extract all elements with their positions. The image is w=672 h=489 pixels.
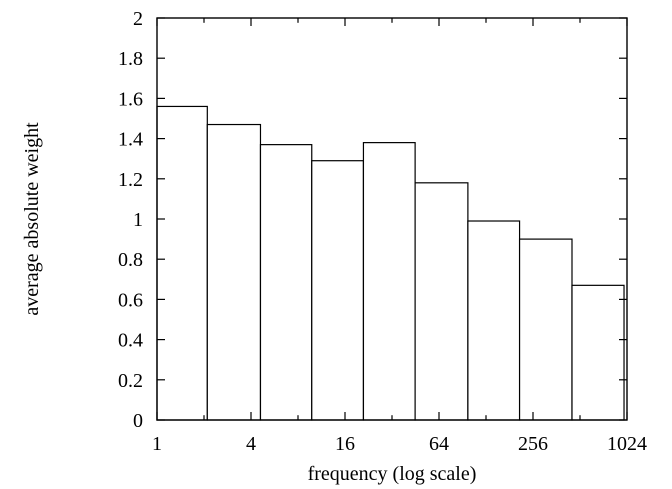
y-tick-label-6: 1.2 [118, 169, 143, 191]
x-tick-label-4: 256 [518, 433, 548, 455]
bar-5 [362, 142, 416, 421]
x-tick-label-2: 16 [335, 433, 355, 455]
bar-9 [571, 284, 625, 421]
bar-4 [311, 160, 365, 421]
x-axis-title: frequency (log scale) [308, 463, 477, 485]
y-tick-label-9: 1.8 [118, 48, 143, 70]
y-axis-title: average absolute weight [21, 122, 43, 316]
plot-frame [156, 17, 628, 421]
y-tick-label-1: 0.2 [118, 370, 143, 392]
y-tick-label-0: 0 [133, 410, 143, 432]
x-tick-label-5: 1024 [607, 433, 647, 455]
bar-3 [259, 144, 313, 421]
bar-7 [467, 220, 521, 421]
y-tick-label-8: 1.6 [118, 88, 143, 110]
x-tick-label-0: 1 [152, 433, 162, 455]
tick-labels-layer: 0 0.2 0.4 0.6 0.8 1 1.2 1.4 1.6 1.8 2 1 4 16 64 256 1024 [118, 8, 647, 455]
y-tick-label-10: 2 [133, 8, 143, 30]
y-tick-label-3: 0.6 [118, 289, 143, 311]
y-tick-label-5: 1 [133, 209, 143, 231]
y-tick-label-7: 1.4 [118, 129, 143, 151]
y-tick-label-2: 0.4 [118, 330, 143, 352]
bar-1 [156, 105, 208, 421]
bar-8 [518, 238, 573, 421]
bar-2 [206, 123, 262, 421]
bar-6 [414, 182, 469, 421]
x-tick-label-1: 4 [246, 433, 256, 455]
bars-layer [156, 105, 625, 421]
x-tick-label-3: 64 [429, 433, 449, 455]
y-tick-label-4: 0.8 [118, 249, 143, 271]
